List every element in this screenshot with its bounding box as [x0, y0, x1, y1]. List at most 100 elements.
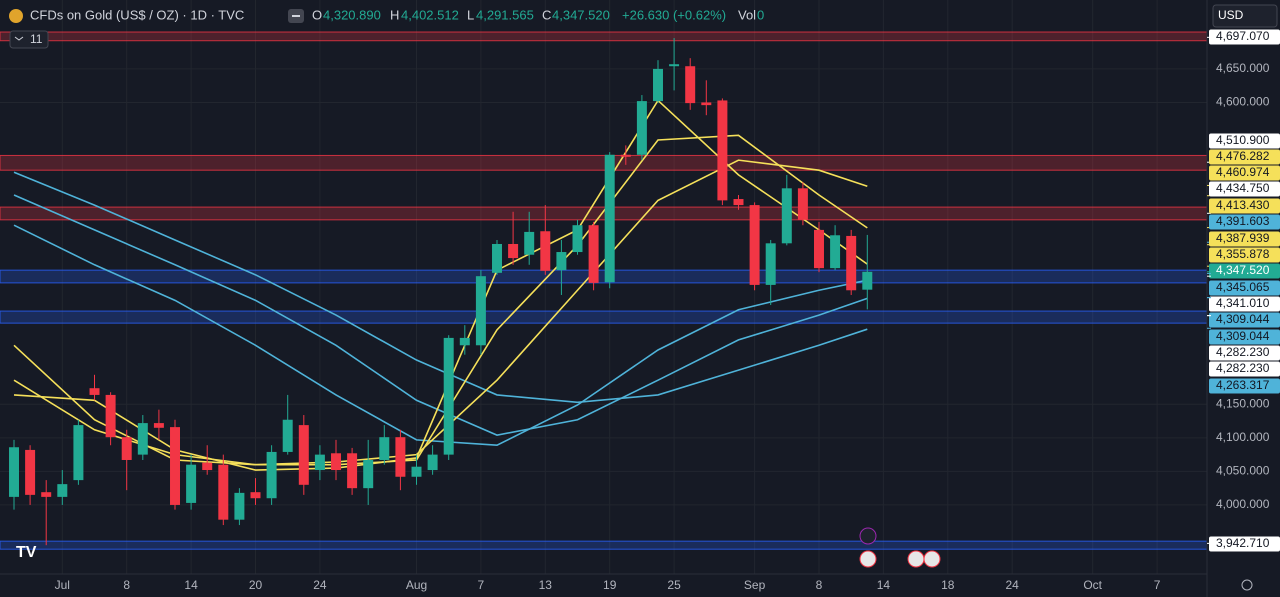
- price-label-box: [1209, 263, 1280, 279]
- candle-body: [524, 231, 535, 255]
- candle-body: [41, 492, 52, 497]
- price-label: 4,263.317: [1216, 378, 1270, 392]
- price-label: 4,476.282: [1216, 149, 1270, 163]
- x-tick-label: 14: [184, 578, 198, 592]
- candle-body: [9, 447, 19, 497]
- tv-logo: TV: [16, 544, 37, 561]
- candle-body: [814, 229, 824, 269]
- symbol-title: CFDs on Gold (US$ / OZ) · 1D · TVC: [30, 7, 244, 22]
- price-label: 4,387.939: [1216, 231, 1270, 245]
- candle-body: [411, 466, 422, 477]
- candle-body: [636, 101, 647, 155]
- candle-body: [701, 102, 712, 106]
- candle-body: [395, 437, 406, 477]
- price-label-box: [1209, 361, 1280, 377]
- price-label-box: [1209, 296, 1280, 312]
- x-tick-label: 13: [539, 578, 553, 592]
- ma-line: [13, 224, 868, 447]
- price-label: 4,282.230: [1216, 361, 1270, 375]
- chevron-icon: [14, 36, 24, 41]
- price-label: 3,942.710: [1216, 536, 1270, 550]
- price-label: 4,309.044: [1216, 312, 1270, 326]
- candle-body: [234, 492, 245, 520]
- zone: [0, 206, 1208, 221]
- price-label-box: [1209, 329, 1280, 345]
- x-tick-label: 24: [1006, 578, 1020, 592]
- candle-body: [492, 243, 502, 273]
- candle-body: [749, 205, 760, 285]
- change: +26.630 (+0.62%): [622, 7, 726, 22]
- zone: [0, 31, 1208, 42]
- price-label-box: [1209, 312, 1280, 328]
- price-label-box: [1209, 133, 1280, 149]
- x-tick-label: 14: [877, 578, 891, 592]
- event-flag[interactable]: [907, 550, 925, 568]
- candle-body: [25, 449, 36, 495]
- price-label-box: [1209, 149, 1280, 165]
- y-tick-label: 4,050.000: [1216, 464, 1270, 478]
- price-label-box: [1209, 247, 1280, 263]
- indicators-toggle[interactable]: [9, 30, 49, 49]
- price-label: 4,510.900: [1216, 133, 1270, 147]
- candle-body: [363, 459, 374, 489]
- price-label: 4,355.878: [1216, 247, 1270, 261]
- price-label-box: [1209, 231, 1280, 247]
- x-tick-label: 20: [249, 578, 263, 592]
- y-tick-label: 4,150.000: [1216, 396, 1270, 410]
- price-label-box: [1209, 280, 1280, 296]
- price-label: 4,697.070: [1216, 29, 1270, 43]
- candle-body: [314, 454, 325, 471]
- currency-label: USD: [1218, 8, 1244, 22]
- price-label: 4,341.010: [1216, 296, 1270, 310]
- candle-body: [846, 235, 857, 291]
- candle-body: [572, 225, 583, 253]
- x-tick-label: 7: [478, 578, 485, 592]
- x-tick-label: Oct: [1083, 578, 1102, 592]
- x-tick-label: Sep: [744, 578, 766, 592]
- candle-body: [73, 425, 84, 481]
- candle-body: [508, 243, 519, 259]
- event-icon[interactable]: [859, 527, 877, 545]
- x-tick-label: 8: [123, 578, 130, 592]
- zone: [0, 310, 1208, 324]
- x-tick-label: 18: [941, 578, 955, 592]
- candle-body: [781, 188, 792, 244]
- candle-body: [298, 425, 309, 485]
- candle-body: [620, 154, 631, 157]
- event-flag[interactable]: [859, 550, 877, 568]
- x-tick-label: 19: [603, 578, 617, 592]
- candle-body: [459, 337, 470, 346]
- event-flag[interactable]: [923, 550, 941, 568]
- price-label-box: [1209, 165, 1280, 181]
- candle-body: [121, 437, 132, 460]
- price-label: 4,460.974: [1216, 165, 1270, 179]
- candle-body: [669, 64, 680, 67]
- ma-line: [13, 159, 868, 466]
- price-label-box: [1209, 198, 1280, 214]
- price-label: 4,345.065: [1216, 280, 1270, 294]
- x-tick-label: 25: [667, 578, 681, 592]
- x-tick-label: Aug: [406, 578, 427, 592]
- candle-body: [475, 276, 486, 346]
- zone: [0, 540, 1208, 550]
- price-label-box: [1209, 536, 1280, 552]
- candle-body: [170, 427, 180, 505]
- symbol-icon: [9, 9, 23, 23]
- candle-body: [137, 423, 148, 455]
- settings-icon[interactable]: [1241, 579, 1253, 591]
- price-label: 4,282.230: [1216, 345, 1270, 359]
- candle-body: [379, 437, 390, 460]
- zone: [0, 154, 1208, 171]
- y-tick-label: 4,600.000: [1216, 95, 1270, 109]
- candle-body: [830, 235, 841, 269]
- currency-select[interactable]: [1212, 4, 1278, 28]
- c-label: C: [542, 7, 551, 22]
- candle-body: [186, 464, 197, 503]
- candle-body: [797, 188, 808, 220]
- candle-body: [540, 231, 551, 271]
- candle-body: [57, 484, 68, 497]
- candle-body: [282, 419, 293, 452]
- candle-body: [862, 271, 873, 290]
- vol-value: 0: [757, 7, 764, 22]
